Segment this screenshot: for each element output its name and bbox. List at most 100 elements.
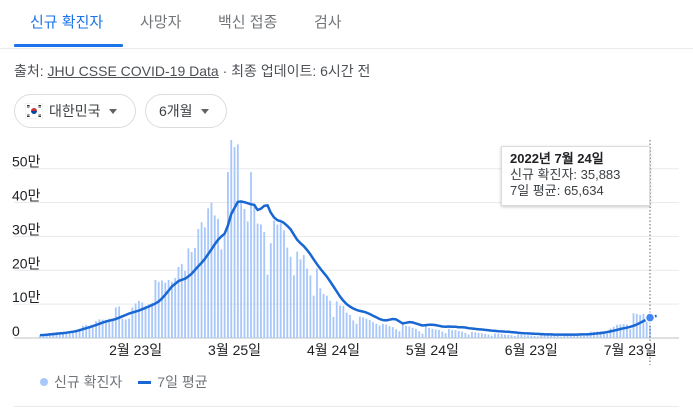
case-bar xyxy=(62,331,64,338)
case-bar xyxy=(177,266,180,338)
tab-new-cases[interactable]: 신규 확진자 xyxy=(30,14,104,31)
line-legend-swatch xyxy=(138,380,152,384)
seven-day-average-line xyxy=(39,200,657,337)
case-bar xyxy=(474,332,477,338)
case-bar xyxy=(405,325,407,338)
y-tick-label: 40만 xyxy=(12,188,41,204)
case-bar xyxy=(520,334,523,338)
case-bar xyxy=(91,325,94,338)
case-bar xyxy=(510,335,513,338)
case-bar xyxy=(170,281,173,338)
case-bar xyxy=(105,319,107,338)
case-bar xyxy=(507,334,510,338)
case-bar xyxy=(467,334,470,338)
period-dropdown[interactable]: 6개월 xyxy=(145,94,227,128)
case-bar xyxy=(210,202,213,338)
case-bar xyxy=(81,325,84,338)
case-bar xyxy=(134,303,137,338)
case-bar xyxy=(312,295,315,338)
source-prefix: 출처: xyxy=(14,63,48,79)
case-bar xyxy=(576,335,579,338)
case-bar xyxy=(375,323,378,338)
case-bar xyxy=(345,312,348,338)
case-bar xyxy=(573,334,576,338)
case-bar xyxy=(147,304,150,338)
case-bar xyxy=(144,305,147,338)
case-bar xyxy=(569,334,572,338)
case-bar xyxy=(513,335,516,338)
case-bar xyxy=(586,333,589,338)
case-bar xyxy=(504,334,506,338)
case-bar xyxy=(164,282,167,338)
last-updated: 최종 업데이트: 6시간 전 xyxy=(231,63,371,79)
case-bar xyxy=(72,330,74,338)
chevron-down-icon xyxy=(200,108,209,114)
source-link[interactable]: JHU CSSE COVID-19 Data xyxy=(47,63,219,79)
case-bar xyxy=(335,301,338,338)
case-bar xyxy=(500,333,503,338)
case-bar xyxy=(622,324,625,338)
case-bar xyxy=(560,336,562,338)
case-bar xyxy=(546,335,549,338)
case-bar xyxy=(464,332,467,338)
case-bar xyxy=(121,318,124,338)
cases-chart[interactable]: 0 10만 20만 30만 40만 50만 2월 23일 3월 25일 4월 24일 5월 24… xyxy=(0,140,693,365)
case-bar xyxy=(365,318,368,338)
case-bar xyxy=(101,319,104,338)
case-bar xyxy=(421,333,424,338)
case-bar xyxy=(563,334,566,338)
case-bar xyxy=(629,329,632,338)
south-korea-flag-icon xyxy=(25,103,43,119)
case-bar xyxy=(322,293,325,338)
case-bar xyxy=(296,251,299,338)
y-axis-ticks: 0 10만 20만 30만 40만 50만 xyxy=(12,154,41,339)
case-bar xyxy=(167,279,170,338)
case-bar xyxy=(236,144,239,338)
case-bar xyxy=(263,232,266,338)
case-bar xyxy=(306,268,308,338)
case-bar xyxy=(398,331,401,338)
case-bar xyxy=(289,256,292,338)
case-bar xyxy=(329,300,332,338)
case-bar xyxy=(480,333,483,338)
tab-deaths[interactable]: 사망자 xyxy=(140,14,182,31)
tab-tests[interactable]: 검사 xyxy=(314,14,342,31)
hover-marker xyxy=(644,140,656,365)
case-bar xyxy=(260,224,262,338)
case-bar xyxy=(642,313,645,338)
case-bar xyxy=(441,331,444,338)
y-tick-label: 0 xyxy=(12,323,20,339)
case-bar xyxy=(616,324,618,338)
case-bar xyxy=(319,288,322,338)
case-bar xyxy=(118,306,121,338)
case-bar xyxy=(138,300,140,338)
case-bar xyxy=(111,318,114,338)
tooltip-average: 7일 평균: 65,634 xyxy=(510,183,604,198)
case-bar xyxy=(230,140,233,338)
case-bar xyxy=(154,279,157,338)
case-bar xyxy=(78,328,81,338)
daily-case-bars xyxy=(39,140,651,338)
case-bar xyxy=(477,332,480,338)
case-bar xyxy=(266,274,269,338)
case-bar xyxy=(408,326,411,338)
case-bar xyxy=(299,259,302,338)
case-bar xyxy=(454,330,457,338)
case-bar xyxy=(279,223,282,338)
tab-vaccinations[interactable]: 백신 접종 xyxy=(218,14,278,31)
case-bar xyxy=(461,331,463,338)
case-bar xyxy=(368,320,371,338)
case-bar xyxy=(388,326,391,338)
x-tick-label: 2월 23일 xyxy=(109,342,162,358)
case-bar xyxy=(401,323,404,338)
case-bar xyxy=(556,335,559,338)
case-bar xyxy=(635,313,638,338)
case-bar xyxy=(490,335,493,338)
region-dropdown[interactable]: 대한민국 xyxy=(14,94,136,128)
case-bar xyxy=(599,331,602,338)
case-bar xyxy=(302,255,305,338)
chart-tooltip: 2022년 7월 24일 신규 확진자: 35,883 7일 평균: 65,63… xyxy=(501,146,650,206)
active-tab-indicator xyxy=(14,44,123,47)
case-bar xyxy=(517,334,520,338)
chevron-down-icon xyxy=(108,108,117,114)
